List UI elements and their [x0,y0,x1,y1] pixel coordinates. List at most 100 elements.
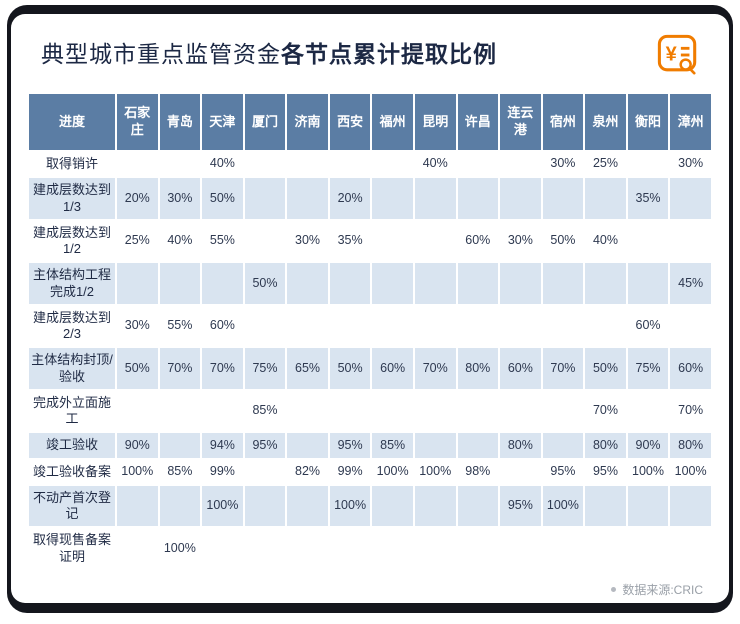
ratio-cell [370,303,415,349]
ratio-cell: 100% [157,526,203,571]
ratio-cell: 40% [583,218,628,264]
table-row: 建成层数达到1/3 20% 30% 50% 20% 35% [27,176,713,221]
ratio-cell [115,388,160,434]
ratio-cell: 30% [668,149,713,179]
column-header-progress: 进度 [27,92,117,152]
column-header-city: 济南 [285,92,330,152]
ratio-cell: 60% [668,346,713,391]
milestone-label: 主体结构封顶/验收 [27,346,117,391]
ratio-cell [327,388,373,434]
ratio-cell: 100% [200,483,245,529]
ratio-cell [285,431,330,460]
column-header-city: 昆明 [412,92,458,152]
ratio-cell [583,303,628,349]
column-header-city: 福州 [370,92,415,152]
ratio-cell: 90% [115,431,160,460]
ratio-cell [455,526,501,571]
title-regular-part: 典型城市重点监管资金 [41,41,281,68]
ratio-cell [285,149,330,179]
ratio-cell: 100% [540,483,586,529]
ratio-cell: 100% [625,457,671,486]
data-source-label: 数据来源:CRIC [622,582,703,597]
ratio-cell [412,218,458,264]
ratio-cell: 75% [625,346,671,391]
ratio-cell: 100% [668,457,713,486]
column-header-city: 天津 [200,92,245,152]
column-header-city: 西安 [327,92,373,152]
content-card: 典型城市重点监管资金各节点累计提取比例 ¥ 进度 石家庄 青岛 天津 厦门 济南 西安 福州昆… [11,14,729,603]
ratio-cell [370,526,415,571]
ratio-cell: 35% [327,218,373,264]
ratio-cell [285,261,330,306]
ratio-cell [455,149,501,179]
ratio-cell: 85% [242,388,288,434]
ratio-cell [157,149,203,179]
ratio-cell [242,526,288,571]
ratio-cell: 95% [540,457,586,486]
ratio-cell: 50% [583,346,628,391]
ratio-cell: 82% [285,457,330,486]
ratio-cell: 98% [455,457,501,486]
ratio-cell [285,176,330,221]
ratio-cell: 94% [200,431,245,460]
milestone-label: 建成层数达到1/2 [27,218,117,264]
footer: 数据来源:CRIC [27,581,703,598]
ratio-cell: 50% [115,346,160,391]
page-title: 典型城市重点监管资金各节点累计提取比例 [41,41,497,69]
table-header-row: 进度 石家庄 青岛 天津 厦门 济南 西安 福州 昆明 许昌 连云 港宿州 泉州 衡阳 漳州 [27,92,713,152]
ratio-cell [498,303,543,349]
ratio-cell [242,457,288,486]
ratio-cell [327,303,373,349]
ratio-cell: 50% [242,261,288,306]
bullet-dot-icon [611,586,617,592]
ratio-cell: 75% [242,346,288,391]
ratio-cell: 60% [625,303,671,349]
column-header-city: 衡阳 [625,92,671,152]
ratio-cell: 70% [540,346,586,391]
ratio-cell [157,483,203,529]
ratio-cell: 100% [327,483,373,529]
ratio-cell [115,261,160,306]
ratio-cell [583,261,628,306]
ratio-cell: 80% [498,431,543,460]
ratio-cell [540,176,586,221]
ratio-cell: 85% [370,431,415,460]
ratio-cell [370,149,415,179]
ratio-cell: 70% [157,346,203,391]
ratio-cell [540,303,586,349]
ratio-cell [327,526,373,571]
ratio-cell: 45% [668,261,713,306]
ratio-cell [455,303,501,349]
ratio-cell: 100% [370,457,415,486]
column-header-city: 漳州 [668,92,713,152]
ratio-cell [115,526,160,571]
ratio-cell: 35% [625,176,671,221]
column-header-city: 石家庄 [115,92,160,152]
ratio-cell [242,303,288,349]
ratio-cell [583,526,628,571]
ratio-cell: 20% [327,176,373,221]
ratio-cell [498,526,543,571]
ratio-cell [625,526,671,571]
ratio-cell [200,388,245,434]
table-row: 不动产首次登记 100% 100% 95% 100% [27,483,713,529]
table-row: 主体结构工程完成1/2 50% 45% [27,261,713,306]
table-row: 建成层数达到2/3 30% 55% 60% 60% [27,303,713,349]
ratio-cell [455,388,501,434]
ratio-cell [115,149,160,179]
ratio-cell: 60% [455,218,501,264]
ratio-cell [412,483,458,529]
ratio-cell [157,261,203,306]
ratio-cell: 40% [412,149,458,179]
column-header-city: 宿州 [540,92,586,152]
ratio-cell [242,218,288,264]
ratio-cell [668,218,713,264]
table-row: 建成层数达到1/2 25% 40% 55% 30% 35% 60% 30% 50% 40% [27,218,713,264]
ratio-cell: 99% [327,457,373,486]
table-row: 主体结构封顶/验收 50% 70% 70% 75% 65% 50% 60% 70% 80% 60% 7… [27,346,713,391]
ratio-cell: 50% [540,218,586,264]
ratio-cell: 80% [455,346,501,391]
ratio-cell [625,261,671,306]
ratio-cell [583,483,628,529]
milestone-label: 取得现售备案证明 [27,526,117,571]
